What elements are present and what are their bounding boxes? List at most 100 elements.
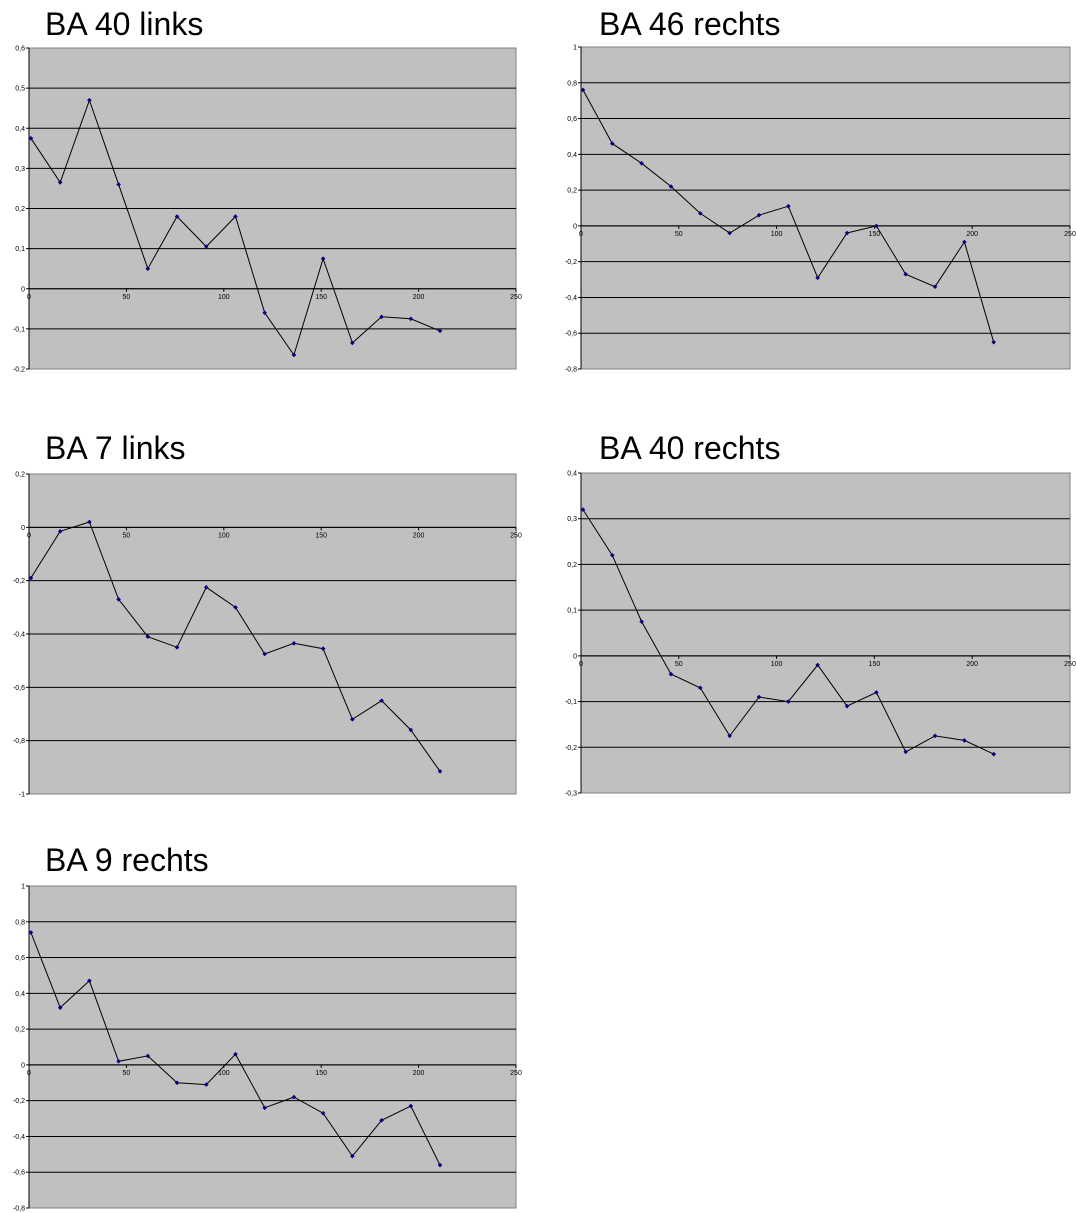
data-point [756, 212, 762, 218]
data-point [580, 507, 586, 512]
data-point [57, 529, 63, 534]
y-tick-label: 0,3 [15, 166, 25, 173]
data-point [379, 698, 384, 703]
line-chart: -0,2 -0,1 0 0,1 0,2 0,3 0,4 0,5 0,6 0 50 100 150 200 2… [13, 46, 522, 374]
y-tick-label: 0,8 [567, 80, 577, 87]
chart-title: BA 7 links [45, 430, 186, 466]
chart-title: BA 9 rechts [45, 842, 209, 878]
y-tick-label: -0,6 [13, 685, 25, 692]
y-tick-label: -0,6 [565, 331, 577, 338]
x-tick-label: 250 [510, 1070, 522, 1077]
y-tick-label: 0,4 [15, 991, 25, 998]
x-tick-label: 150 [869, 661, 881, 668]
plot-area [580, 46, 1071, 370]
data-point [57, 1005, 63, 1010]
y-tick-label: 0,1 [15, 246, 25, 253]
data-point [320, 646, 326, 651]
data-point [262, 310, 268, 316]
x-tick-label: 200 [413, 294, 425, 301]
y-tick-label: 1 [573, 45, 577, 52]
line-chart: -0,3 -0,2 -0,1 0 0,1 0,2 0,3 0,4 0 50 100 150 200 250 [565, 471, 1076, 798]
data-point [408, 316, 414, 322]
x-tick-label: 200 [966, 661, 978, 668]
y-tick-label: 0,6 [15, 46, 25, 53]
chart-panel-ba-7-links: BA 7 links -1 -0,8 -0,6 -0,4 -0,2 0 0,2 0 50 100 1… [0, 420, 530, 805]
x-tick-label: 150 [315, 532, 327, 539]
data-point [609, 141, 615, 146]
y-tick-label: 0,4 [567, 471, 577, 478]
x-tick-label: 50 [123, 294, 131, 301]
y-tick-label: -0,4 [13, 1134, 25, 1141]
x-tick-label: 250 [1064, 661, 1076, 668]
y-tick-label: 0,2 [15, 1027, 25, 1034]
x-tick-label: 150 [315, 1070, 327, 1077]
line-chart: -0,8 -0,6 -0,4 -0,2 0 0,2 0,4 0,6 0,8 1 0 50 100 150 2… [13, 884, 522, 1213]
data-point [203, 1082, 209, 1087]
data-point [844, 703, 850, 709]
data-point [668, 184, 674, 189]
data-point [320, 256, 326, 261]
data-point [291, 1094, 297, 1100]
x-tick-label: 50 [123, 1070, 131, 1077]
y-tick-label: -0,8 [565, 367, 577, 374]
x-tick-label: 0 [27, 532, 31, 539]
x-tick-label: 150 [869, 231, 881, 238]
data-point [174, 214, 180, 219]
x-tick-label: 0 [579, 231, 583, 238]
data-point [962, 239, 967, 245]
x-tick-label: 0 [579, 661, 583, 668]
data-point [698, 211, 703, 216]
chart-panel-ba-46-rechts: BA 46 rechts -0,8 -0,6 -0,4 -0,2 0 0,2 0,4 0,6 0… [540, 0, 1076, 380]
x-tick-label: 200 [413, 532, 425, 539]
data-point [962, 738, 967, 743]
data-point [174, 1080, 180, 1086]
data-point [262, 1105, 268, 1111]
y-tick-label: 1 [21, 884, 25, 891]
data-point [116, 182, 121, 187]
x-tick-label: 100 [218, 532, 230, 539]
data-point [844, 230, 850, 236]
data-point [291, 352, 297, 358]
y-tick-label: -0,2 [13, 578, 25, 585]
y-tick-label: -0,2 [565, 745, 577, 752]
y-tick-label: -0,2 [13, 1098, 25, 1105]
x-tick-label: 100 [218, 294, 230, 301]
y-tick-label: -1 [19, 792, 25, 799]
data-point [203, 585, 209, 590]
plot-area [580, 472, 1071, 794]
x-tick-label: 100 [771, 661, 783, 668]
y-tick-label: -0,1 [565, 699, 577, 706]
data-point [145, 1053, 151, 1059]
x-tick-label: 0 [27, 294, 31, 301]
data-point [203, 244, 209, 249]
data-point [350, 1153, 355, 1159]
x-tick-label: 50 [675, 231, 683, 238]
data-point [408, 1103, 414, 1109]
data-point [815, 275, 820, 281]
data-point [698, 685, 703, 691]
y-tick-label: 0,2 [15, 206, 25, 213]
line-chart: -0,8 -0,6 -0,4 -0,2 0 0,2 0,4 0,6 0,8 1 0 50 100 150 2… [565, 45, 1076, 374]
data-point [932, 733, 938, 739]
plot-area [28, 885, 517, 1209]
data-point [786, 699, 791, 704]
data-point [116, 1059, 121, 1064]
data-point [233, 1051, 238, 1057]
data-point [350, 340, 355, 346]
y-tick-label: 0,4 [567, 152, 577, 159]
y-tick-label: 0 [21, 1062, 25, 1069]
data-point [87, 97, 92, 103]
y-tick-label: -0,8 [13, 738, 25, 745]
y-tick-label: 0,6 [567, 116, 577, 123]
data-point [991, 751, 997, 757]
y-tick-label: -0,8 [13, 1206, 25, 1213]
chart-panel-ba-9-rechts: BA 9 rechts -0,8 -0,6 -0,4 -0,2 0 0,2 0,4 0,6 0,… [0, 830, 530, 1213]
chart-panel-ba-40-rechts: BA 40 rechts -0,3 -0,2 -0,1 0 0,1 0,2 0,3 0,4 0 5… [540, 420, 1076, 805]
x-tick-label: 100 [771, 231, 783, 238]
x-tick-label: 250 [510, 294, 522, 301]
y-tick-label: 0,8 [15, 919, 25, 926]
x-tick-label: 50 [675, 661, 683, 668]
data-point [874, 690, 879, 695]
y-tick-label: 0,5 [15, 86, 25, 93]
data-point [28, 135, 34, 141]
